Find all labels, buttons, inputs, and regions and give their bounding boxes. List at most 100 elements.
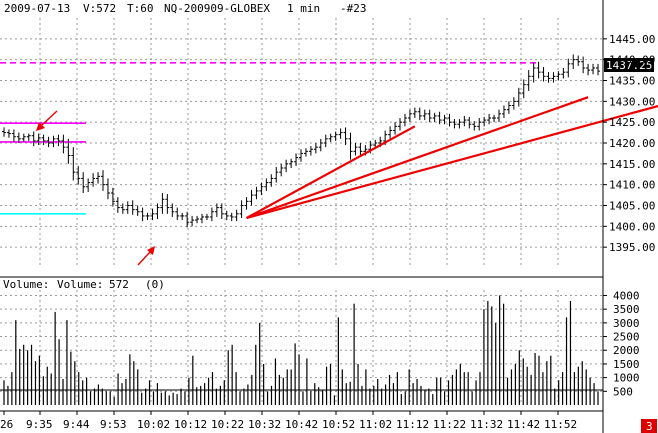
price-bar	[140, 207, 145, 222]
price-tick-label: 1440.00	[609, 54, 655, 67]
price-axis-labels: 1395.00 1400.00 1405.00 1410.00 1415.00 1420.…	[603, 33, 655, 254]
price-tick-label: 1410.00	[609, 179, 655, 192]
price-bar	[269, 174, 274, 187]
price-bar	[125, 201, 130, 214]
price-bar	[294, 153, 299, 166]
price-bar	[412, 107, 417, 118]
price-bar	[130, 200, 135, 215]
price-bar	[239, 200, 244, 218]
price-bar	[41, 134, 46, 146]
time-tick-label: 26	[0, 418, 13, 431]
price-tick-label: 1445.00	[609, 33, 655, 46]
price-bar	[229, 212, 234, 222]
price-bar	[219, 203, 224, 220]
volume-tick-label: 2000	[613, 344, 640, 357]
time-tick-label: 10:12	[174, 418, 207, 431]
price-bar	[46, 136, 51, 148]
price-bar	[214, 203, 219, 217]
time-tick-label: 11:12	[396, 418, 429, 431]
price-bar	[417, 107, 422, 121]
corner-badge-label: 3	[646, 420, 653, 433]
price-bar	[501, 105, 506, 118]
price-bar	[101, 170, 105, 191]
price-bar	[596, 63, 600, 76]
price-bar	[328, 133, 333, 142]
price-bar	[279, 163, 284, 177]
price-bar	[472, 121, 477, 131]
price-bar	[487, 113, 492, 125]
time-tick-label: 11:32	[470, 418, 503, 431]
price-bar	[224, 210, 229, 221]
current-price-badge	[604, 58, 654, 72]
price-bar	[204, 213, 209, 221]
price-bar	[591, 63, 596, 75]
price-bar	[398, 118, 402, 131]
price-bar	[521, 79, 526, 99]
price-bar	[150, 208, 155, 221]
price-bar	[462, 115, 467, 127]
current-price-label: 1437.25	[606, 59, 652, 72]
price-tick-label: 1420.00	[609, 137, 655, 150]
price-bar	[155, 203, 160, 220]
price-bar	[586, 63, 591, 76]
price-bar	[96, 172, 101, 184]
header-symbol: NQ-200909-GLOBEX	[164, 2, 270, 15]
arrow-top-left	[36, 110, 58, 131]
price-bar	[581, 56, 586, 74]
volume-extra: (0)	[145, 278, 165, 291]
price-bar	[506, 101, 511, 114]
price-bar	[264, 178, 269, 191]
time-tick-label: 10:32	[248, 418, 281, 431]
price-tick-label: 1400.00	[609, 220, 655, 233]
price-bar	[482, 116, 487, 127]
price-bar	[318, 138, 323, 152]
price-bar	[289, 158, 294, 168]
price-tick-label: 1415.00	[609, 158, 655, 171]
time-tick-label: 10:02	[137, 418, 170, 431]
price-bar	[303, 148, 308, 157]
price-bar	[259, 182, 264, 196]
volume-tick-label: 4000	[613, 289, 640, 302]
time-tick-label: 10:22	[211, 418, 244, 431]
volume-tick-label: 3500	[613, 303, 640, 316]
price-bar	[36, 133, 41, 146]
price-bar	[145, 212, 150, 221]
price-bar	[526, 70, 531, 91]
price-tick-label: 1430.00	[609, 95, 655, 108]
header-bar-number: -#23	[340, 2, 367, 15]
price-tick-label: 1395.00	[609, 241, 655, 254]
price-tick-label: 1425.00	[609, 116, 655, 129]
price-bar	[422, 109, 427, 121]
price-bar	[531, 62, 536, 83]
price-bar	[308, 146, 313, 156]
price-bar	[467, 116, 472, 129]
volume-title: Volume:	[3, 278, 49, 291]
price-bar	[571, 54, 576, 70]
price-bar	[333, 131, 338, 141]
price-bar	[71, 147, 76, 181]
time-tick-label: 11:42	[507, 418, 540, 431]
price-bar	[105, 178, 110, 200]
price-bar	[546, 72, 551, 83]
price-bar	[21, 133, 26, 142]
price-bar	[566, 58, 571, 78]
price-bar	[427, 109, 432, 123]
price-bars	[2, 54, 600, 228]
price-bar	[200, 213, 204, 224]
price-bar	[110, 187, 115, 207]
price-bar	[348, 132, 353, 160]
price-bar	[338, 128, 343, 139]
price-bar	[353, 143, 358, 156]
price-bar	[541, 66, 546, 82]
price-bar	[81, 172, 86, 193]
price-bar	[61, 134, 66, 154]
price-bar	[120, 203, 125, 214]
price-bar	[175, 207, 180, 221]
price-bar	[115, 197, 120, 213]
price-bar	[91, 173, 96, 187]
price-bar	[86, 178, 91, 192]
volume-value: 572	[109, 278, 129, 291]
price-bar	[299, 149, 303, 162]
